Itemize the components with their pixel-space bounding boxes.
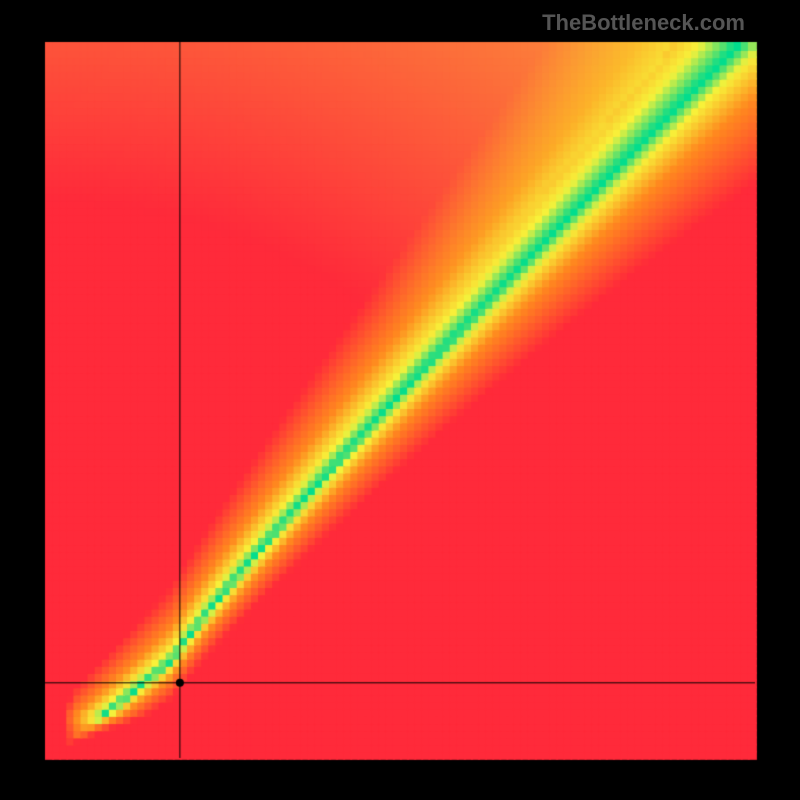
chart-container: TheBottleneck.com bbox=[0, 0, 800, 800]
source-watermark: TheBottleneck.com bbox=[542, 10, 745, 36]
bottleneck-heatmap bbox=[0, 0, 800, 800]
